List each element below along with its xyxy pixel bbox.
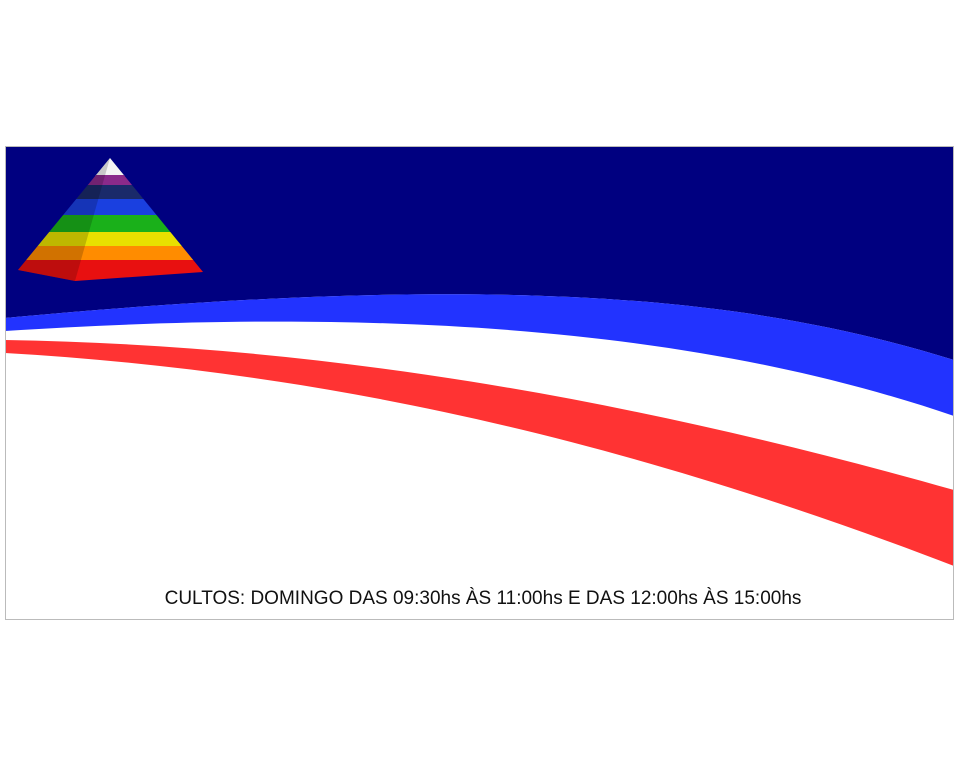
blue-swoosh [5, 294, 954, 416]
banner-border [5, 146, 954, 620]
navy-sky [5, 146, 954, 360]
banner: CULTOS: DOMINGO DAS 09:30hs ÀS 11:00hs E… [5, 146, 954, 620]
red-swoosh [5, 340, 954, 566]
caption: CULTOS: DOMINGO DAS 09:30hs ÀS 11:00hs E… [165, 588, 802, 609]
